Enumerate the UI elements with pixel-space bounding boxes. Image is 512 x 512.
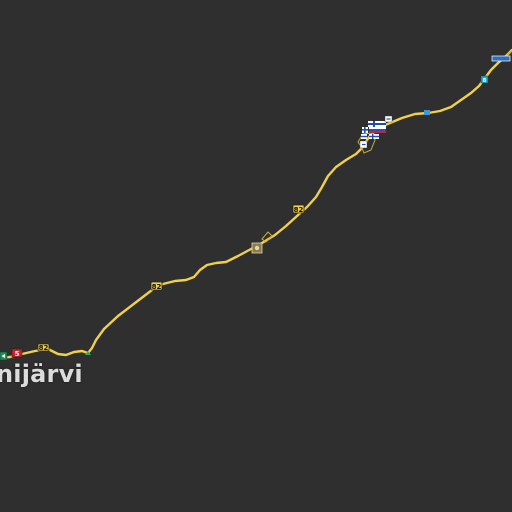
svg-text:8: 8 — [483, 78, 487, 84]
city-name-label: nijärvi — [0, 360, 83, 388]
road-shield-label: 5 — [15, 350, 20, 358]
signpost-icon — [491, 55, 511, 62]
road-shield-82-west: 82 — [37, 343, 50, 352]
road-shield-82-east: 82 — [292, 204, 305, 214]
rest-area-loop — [261, 231, 273, 243]
road-shield-label: 82 — [294, 206, 304, 214]
finland-flag-icon — [369, 134, 379, 139]
junction-marker-icon: 8 — [480, 75, 489, 84]
main-road — [0, 48, 512, 360]
finland-flag-icon — [368, 121, 386, 127]
road-shield-label: 82 — [39, 344, 49, 352]
checkpoint-icon — [85, 351, 91, 355]
service-station-icon — [251, 242, 263, 254]
road-shield-5: 5 — [11, 348, 23, 358]
road-shield-label: 82 — [152, 283, 162, 291]
russia-flag-icon — [369, 127, 386, 133]
road-shield-82-center: 82 — [150, 281, 163, 291]
finland-flag-icon — [362, 127, 368, 133]
service-marker-icon — [359, 140, 368, 149]
border-crossing-icon — [384, 115, 393, 123]
fuel-station-icon — [424, 110, 430, 115]
finland-flag-icon — [361, 134, 367, 139]
direction-arrow-icon — [0, 351, 8, 361]
